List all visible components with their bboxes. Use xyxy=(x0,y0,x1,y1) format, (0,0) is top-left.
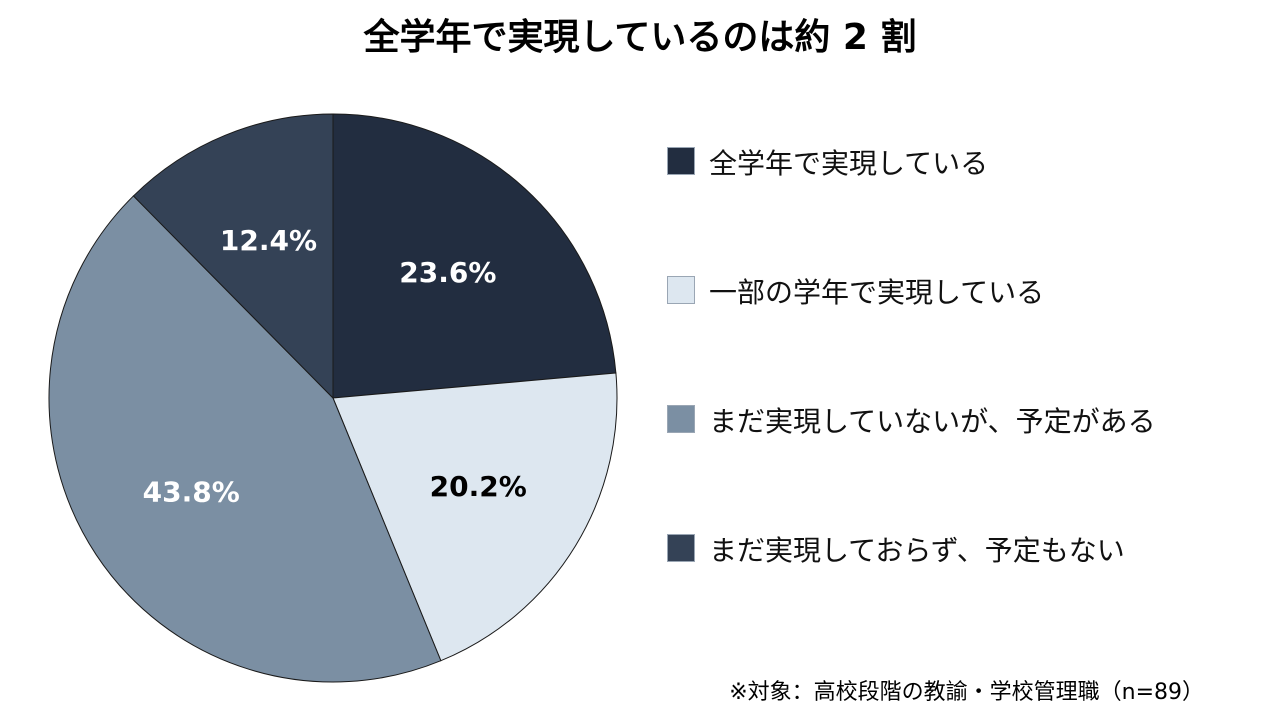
legend-swatch-3 xyxy=(667,534,695,562)
footnote: ※対象：高校段階の教諭・学校管理職（n=89） xyxy=(729,680,1204,705)
legend-item-3: まだ実現しておらず、予定もない xyxy=(667,527,1267,571)
legend-swatch-0 xyxy=(667,147,695,175)
legend-item-1: 一部の学年で実現している xyxy=(667,269,1267,313)
legend-label-1: 一部の学年で実現している xyxy=(709,276,1045,309)
pie-slice-label-2: 43.8% xyxy=(143,475,240,508)
pie-slice-label-0: 23.6% xyxy=(399,256,496,289)
legend-item-0: 全学年で実現している xyxy=(667,140,1267,184)
legend-item-2: まだ実現していないが、予定がある xyxy=(667,398,1267,442)
pie-slice-3 xyxy=(132,113,334,400)
pie-slice-2 xyxy=(48,195,442,683)
pie-slices xyxy=(48,113,618,683)
pie-slice-1 xyxy=(332,372,618,662)
legend-swatch-2 xyxy=(667,405,695,433)
pie-slice-label-3: 12.4% xyxy=(220,224,317,257)
pie-slice-labels: 23.6% 20.2% 43.8% 12.4% xyxy=(143,224,527,508)
legend: 全学年で実現している 一部の学年で実現している まだ実現していないが、予定がある… xyxy=(667,140,1267,656)
legend-label-2: まだ実現していないが、予定がある xyxy=(709,405,1156,438)
legend-swatch-1 xyxy=(667,276,695,304)
pie-slice-0 xyxy=(332,113,617,399)
chart-title: 全学年で実現しているのは約 2 割 xyxy=(363,17,917,58)
legend-label-0: 全学年で実現している xyxy=(709,147,989,180)
legend-label-3: まだ実現しておらず、予定もない xyxy=(709,534,1125,567)
pie-slice-label-1: 20.2% xyxy=(430,470,527,503)
